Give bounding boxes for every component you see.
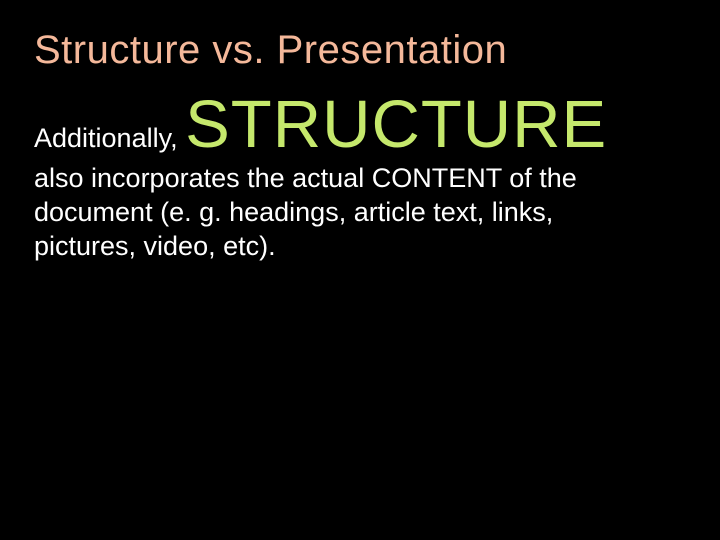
emphasis-word: STRUCTURE <box>185 87 607 162</box>
slide-title: Structure vs. Presentation <box>34 28 686 73</box>
lead-text: Additionally, <box>34 123 185 153</box>
body-text: also incorporates the actual CONTENT of … <box>34 162 654 263</box>
slide-body: Additionally, STRUCTURE also incorporate… <box>34 91 686 263</box>
